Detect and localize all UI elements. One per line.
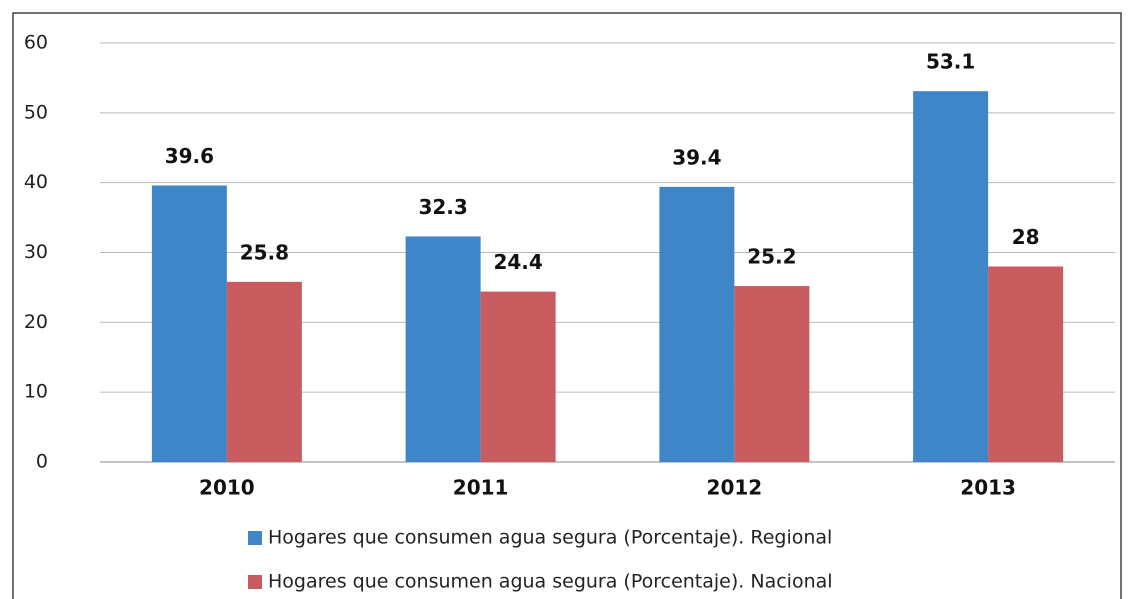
bar	[405, 236, 481, 462]
value-label: 28	[1012, 225, 1040, 249]
bar	[226, 281, 302, 462]
y-tick-label: 20	[24, 311, 48, 333]
value-label: 25.2	[747, 245, 796, 269]
legend-swatch	[248, 575, 262, 589]
value-label: 39.4	[672, 145, 721, 169]
value-label: 39.6	[165, 144, 214, 168]
y-tick-label: 50	[24, 101, 48, 123]
bar	[988, 266, 1064, 462]
legend-label: Hogares que consumen agua segura (Porcen…	[268, 527, 832, 549]
y-tick-label: 40	[24, 171, 48, 193]
y-tick-label: 0	[36, 451, 48, 473]
y-tick-label: 10	[24, 381, 48, 403]
value-label: 25.8	[240, 240, 289, 264]
x-tick-label: 2013	[960, 476, 1016, 500]
value-label: 53.1	[926, 50, 975, 74]
y-tick-label: 60	[24, 32, 48, 54]
x-tick-label: 2011	[453, 476, 509, 500]
bar	[480, 291, 556, 462]
x-tick-label: 2010	[199, 476, 255, 500]
y-tick-label: 30	[24, 241, 48, 263]
bar	[151, 185, 227, 462]
x-tick-label: 2012	[707, 476, 763, 500]
value-label: 32.3	[418, 195, 467, 219]
bar	[659, 186, 735, 462]
bar	[913, 91, 989, 462]
legend-swatch	[248, 531, 262, 545]
value-label: 24.4	[493, 250, 542, 274]
bar	[734, 286, 810, 462]
legend-label: Hogares que consumen agua segura (Porcen…	[268, 571, 833, 593]
